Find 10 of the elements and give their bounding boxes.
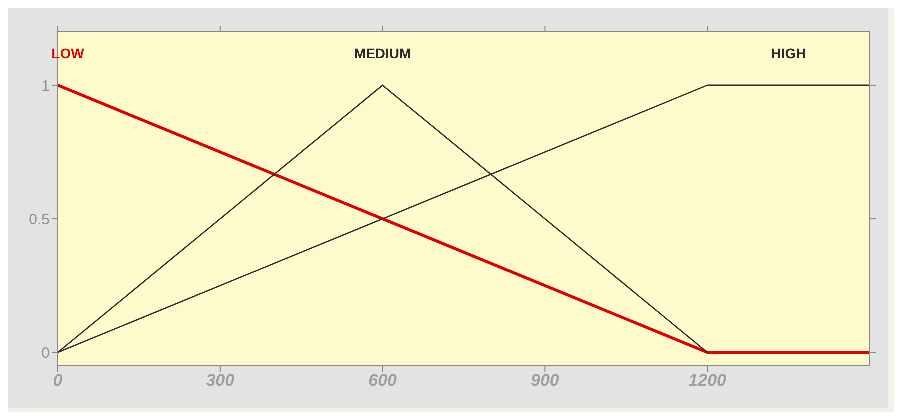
x-tick-label: 1200 xyxy=(688,371,728,390)
x-tick-label: 300 xyxy=(206,371,236,390)
x-tick-label: 600 xyxy=(368,371,398,390)
y-tick-label: 0 xyxy=(42,344,50,362)
series-label: LOW xyxy=(52,46,86,62)
y-tick-label: 1 xyxy=(42,78,50,95)
series-label: HIGH xyxy=(771,46,806,62)
text: MEDIUM xyxy=(354,46,412,62)
y-tick-label: 0.5 xyxy=(29,211,50,228)
x-tick-label: 900 xyxy=(531,371,560,390)
